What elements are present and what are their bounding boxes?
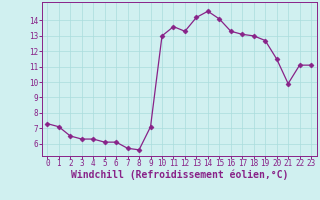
X-axis label: Windchill (Refroidissement éolien,°C): Windchill (Refroidissement éolien,°C) bbox=[70, 170, 288, 180]
